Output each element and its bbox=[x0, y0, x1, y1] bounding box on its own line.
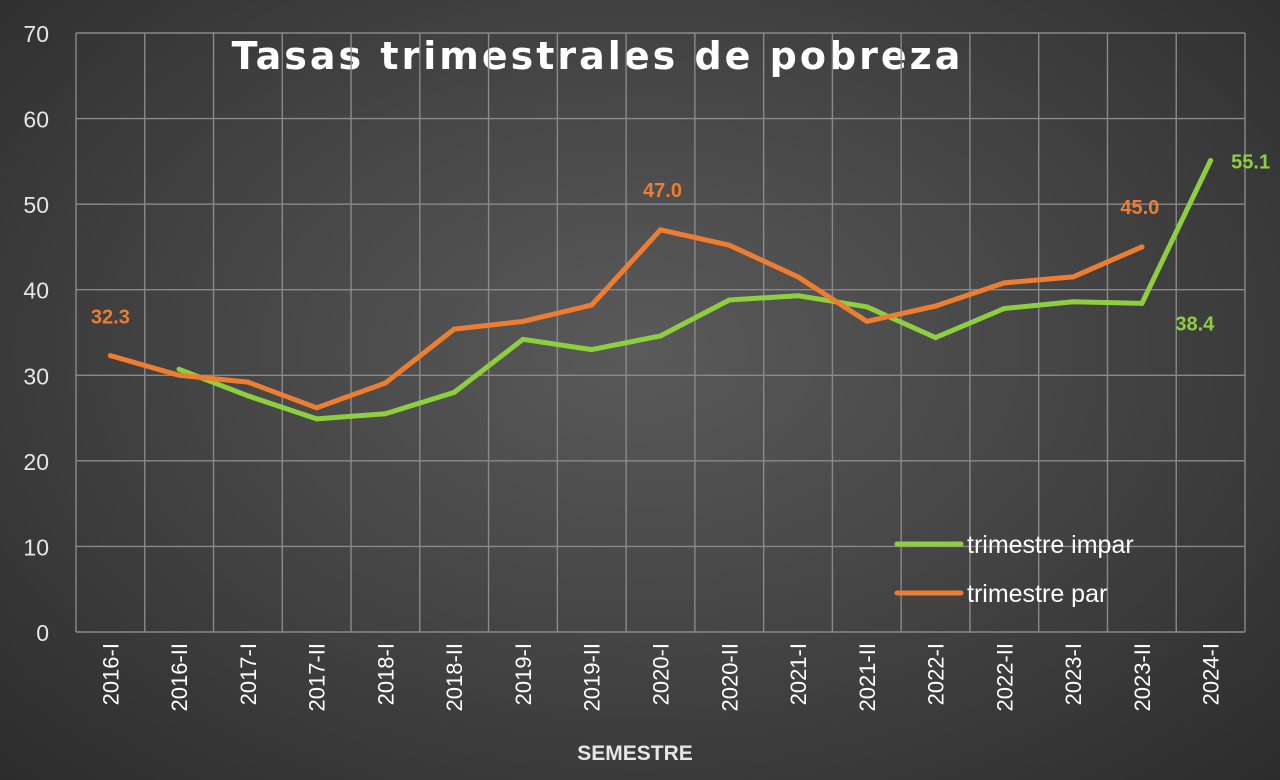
series-line bbox=[107, 227, 1145, 411]
y-tick-label: 10 bbox=[23, 534, 49, 560]
data-point bbox=[1208, 158, 1214, 164]
x-tick-label: 2021-I bbox=[786, 643, 811, 705]
data-point bbox=[658, 333, 663, 339]
y-tick-label: 50 bbox=[23, 192, 49, 218]
x-tick-label: 2019-II bbox=[580, 643, 605, 712]
data-point bbox=[726, 297, 732, 303]
data-point bbox=[176, 372, 182, 378]
data-point bbox=[314, 405, 320, 411]
data-point bbox=[795, 274, 801, 280]
x-tick-label: 2020-II bbox=[717, 643, 742, 712]
data-point bbox=[933, 335, 939, 341]
data-label: 32.3 bbox=[91, 307, 130, 329]
x-tick-label: 2018-I bbox=[373, 643, 398, 705]
x-tick-label: 2017-I bbox=[236, 643, 261, 705]
data-label: 45.0 bbox=[1120, 197, 1159, 219]
data-point bbox=[1070, 299, 1076, 305]
data-point bbox=[314, 416, 320, 422]
data-point bbox=[245, 379, 251, 385]
data-label: 47.0 bbox=[643, 180, 682, 202]
x-tick-label: 2018-II bbox=[442, 643, 467, 712]
y-tick-label: 70 bbox=[23, 21, 49, 47]
data-point bbox=[1001, 306, 1007, 312]
data-label: 55.1 bbox=[1231, 152, 1270, 174]
data-point bbox=[451, 326, 457, 332]
data-point bbox=[520, 318, 526, 324]
x-tick-label: 2016-II bbox=[167, 643, 192, 712]
data-point bbox=[1139, 300, 1145, 306]
data-point bbox=[1139, 244, 1145, 250]
data-point bbox=[451, 389, 457, 395]
legend-label: trimestre par bbox=[967, 580, 1107, 608]
data-point bbox=[864, 318, 870, 324]
x-tick-label: 2020-I bbox=[649, 643, 674, 705]
x-tick-label: 2022-I bbox=[924, 643, 949, 705]
data-point bbox=[382, 380, 388, 386]
x-tick-label: 2016-I bbox=[98, 643, 123, 705]
series-line bbox=[176, 158, 1214, 422]
data-point bbox=[864, 304, 870, 310]
y-tick-label: 60 bbox=[23, 107, 49, 133]
data-point bbox=[589, 302, 595, 308]
data-label: 38.4 bbox=[1175, 313, 1215, 335]
data-point bbox=[933, 303, 939, 309]
x-axis-title: SEMESTRE bbox=[577, 742, 693, 765]
data-point bbox=[726, 242, 732, 248]
data-point bbox=[658, 227, 663, 233]
y-tick-label: 40 bbox=[23, 278, 49, 304]
data-point bbox=[107, 353, 113, 359]
y-tick-label: 30 bbox=[23, 363, 49, 389]
data-point bbox=[589, 347, 595, 353]
legend-label: trimestre impar bbox=[967, 531, 1134, 559]
x-tick-label: 2023-II bbox=[1130, 643, 1155, 712]
data-point bbox=[176, 366, 182, 372]
data-point bbox=[1070, 274, 1076, 280]
y-tick-label: 0 bbox=[36, 620, 49, 646]
chart-title: Tasas trimestrales de pobreza bbox=[0, 34, 1280, 78]
x-tick-label: 2021-II bbox=[855, 643, 880, 712]
x-tick-label: 2024-I bbox=[1199, 643, 1224, 705]
data-point bbox=[1001, 280, 1007, 286]
x-tick-label: 2023-I bbox=[1061, 643, 1086, 705]
data-point bbox=[520, 336, 526, 342]
data-point bbox=[795, 293, 801, 299]
chart-title-text: Tasas trimestrales de pobreza bbox=[231, 34, 964, 78]
x-tick-label: 2017-II bbox=[305, 643, 330, 712]
y-tick-label: 20 bbox=[23, 449, 49, 475]
data-point bbox=[245, 393, 251, 399]
x-tick-label: 2019-I bbox=[511, 643, 536, 705]
x-tick-label: 2022-II bbox=[992, 643, 1017, 712]
data-point bbox=[382, 411, 388, 417]
